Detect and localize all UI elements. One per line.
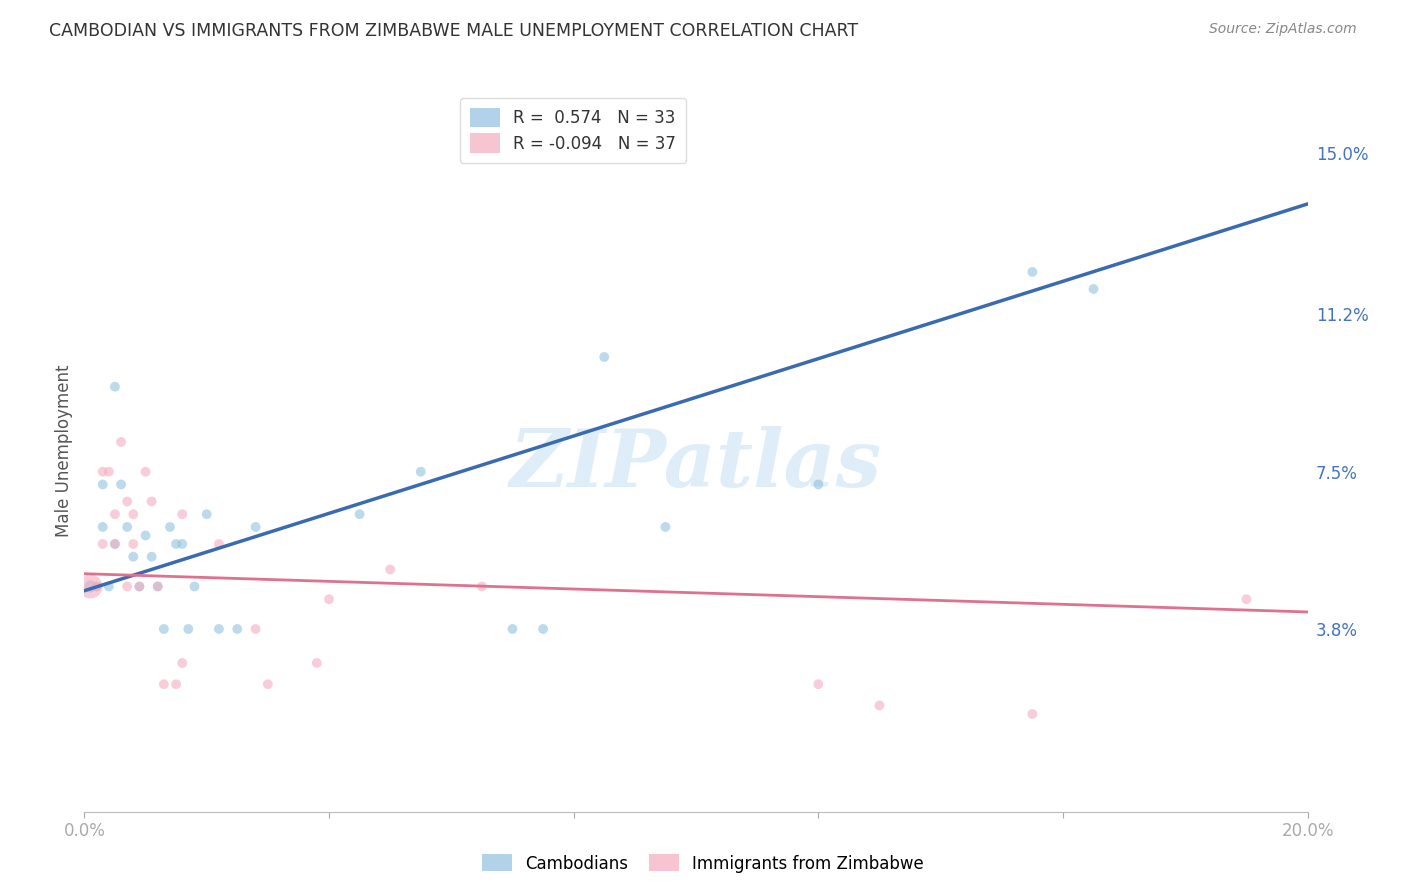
Point (146, 579, 169, 593)
Point (318, 592, 340, 607)
Point (141, 549, 163, 564)
Point (128, 579, 150, 593)
Point (97, 465, 120, 479)
Point (104, 537, 127, 551)
Point (654, 520, 676, 534)
Point (502, 622, 524, 636)
Point (91, 520, 114, 534)
Point (153, 677, 176, 691)
Y-axis label: Male Unemployment: Male Unemployment (55, 364, 73, 537)
Point (86, 579, 108, 593)
Point (104, 380, 127, 394)
Point (409, 465, 432, 479)
Point (531, 622, 554, 636)
Point (1236, 592, 1258, 607)
Point (177, 622, 200, 636)
Point (807, 677, 830, 691)
Point (349, 507, 371, 521)
Point (122, 537, 145, 551)
Point (159, 520, 181, 534)
Point (110, 477, 132, 491)
Point (245, 622, 267, 636)
Point (1021, 265, 1043, 279)
Point (115, 579, 138, 593)
Point (1083, 282, 1105, 296)
Point (104, 507, 127, 521)
Point (115, 494, 138, 508)
Text: ZIPatlas: ZIPatlas (510, 426, 882, 504)
Point (165, 677, 187, 691)
Point (226, 622, 249, 636)
Point (97, 579, 120, 593)
Point (165, 537, 187, 551)
Legend: Cambodians, Immigrants from Zimbabwe: Cambodians, Immigrants from Zimbabwe (475, 847, 931, 880)
Point (146, 579, 169, 593)
Point (208, 537, 231, 551)
Point (172, 537, 194, 551)
Point (104, 537, 127, 551)
Point (380, 562, 402, 576)
Text: Source: ZipAtlas.com: Source: ZipAtlas.com (1209, 22, 1357, 37)
Point (172, 507, 194, 521)
Point (1021, 706, 1043, 721)
Point (91, 477, 114, 491)
Point (141, 494, 163, 508)
Point (593, 350, 616, 364)
Legend: R =  0.574   N = 33, R = -0.094   N = 37: R = 0.574 N = 33, R = -0.094 N = 37 (460, 97, 686, 162)
Point (79, 579, 101, 593)
Point (195, 507, 218, 521)
Point (110, 434, 132, 449)
Point (135, 465, 157, 479)
Point (807, 477, 830, 491)
Point (153, 622, 176, 636)
Point (128, 579, 150, 593)
Point (305, 656, 328, 670)
Point (91, 465, 114, 479)
Point (245, 520, 267, 534)
Point (257, 677, 280, 691)
Point (172, 656, 194, 670)
Point (208, 622, 231, 636)
Point (79, 579, 101, 593)
Point (86, 579, 108, 593)
Point (135, 528, 157, 542)
Point (122, 507, 145, 521)
Point (115, 520, 138, 534)
Text: CAMBODIAN VS IMMIGRANTS FROM ZIMBABWE MALE UNEMPLOYMENT CORRELATION CHART: CAMBODIAN VS IMMIGRANTS FROM ZIMBABWE MA… (49, 22, 858, 40)
Point (471, 579, 494, 593)
Point (183, 579, 205, 593)
Point (122, 549, 145, 564)
Point (869, 698, 891, 713)
Point (91, 537, 114, 551)
